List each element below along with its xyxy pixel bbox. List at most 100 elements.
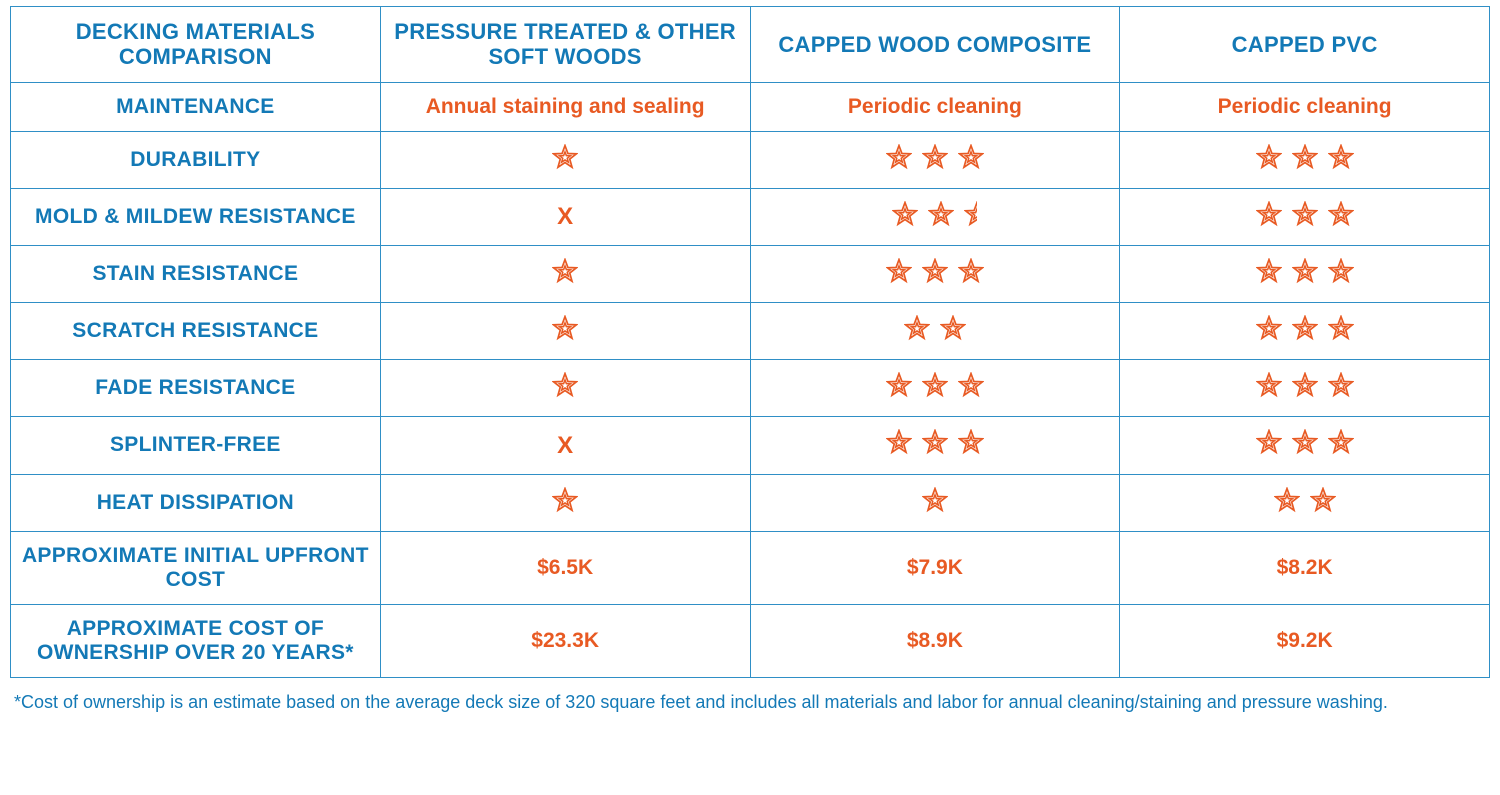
- cell-value: $8.2K: [1120, 531, 1490, 604]
- cell-value: [380, 246, 750, 303]
- table-row: MOLD & MILDEW RESISTANCE X: [11, 188, 1490, 245]
- row-label: DURABILITY: [11, 131, 381, 188]
- cell-value: [1120, 474, 1490, 531]
- star-icon: [1256, 258, 1282, 284]
- star-rating: [1256, 372, 1354, 398]
- footnote-text: *Cost of ownership is an estimate based …: [10, 678, 1490, 713]
- star-icon: [928, 201, 954, 227]
- star-rating: [1256, 429, 1354, 455]
- star-icon: [1292, 201, 1318, 227]
- star-icon: [552, 487, 578, 513]
- row-label: SPLINTER-FREE: [11, 417, 381, 474]
- cell-value: X: [380, 188, 750, 245]
- star-icon: [922, 144, 948, 170]
- x-icon: X: [557, 203, 573, 230]
- table-row: SCRATCH RESISTANCE: [11, 303, 1490, 360]
- star-icon: [552, 372, 578, 398]
- page-wrap: DECKING MATERIALS COMPARISON PRESSURE TR…: [0, 0, 1500, 723]
- star-icon: [958, 144, 984, 170]
- star-icon: [1328, 258, 1354, 284]
- star-icon: [886, 258, 912, 284]
- cell-value: [1120, 188, 1490, 245]
- row-label: APPROXIMATE INITIAL UPFRONT COST: [11, 531, 381, 604]
- table-header-row: DECKING MATERIALS COMPARISON PRESSURE TR…: [11, 7, 1490, 83]
- cell-value: $6.5K: [380, 531, 750, 604]
- cell-value: [1120, 131, 1490, 188]
- star-icon: [1292, 429, 1318, 455]
- star-icon: [1256, 315, 1282, 341]
- table-row: SPLINTER-FREE X: [11, 417, 1490, 474]
- star-rating: [1256, 258, 1354, 284]
- star-rating: [1274, 487, 1336, 513]
- table-row: MAINTENANCEAnnual staining and sealingPe…: [11, 82, 1490, 131]
- cell-value: [1120, 417, 1490, 474]
- star-rating: [552, 487, 578, 513]
- cell-value: [750, 417, 1120, 474]
- cell-value: [750, 246, 1120, 303]
- star-rating: [904, 315, 966, 341]
- cell-value: Periodic cleaning: [750, 82, 1120, 131]
- cell-value: [1120, 360, 1490, 417]
- star-icon: [892, 201, 918, 227]
- row-label: STAIN RESISTANCE: [11, 246, 381, 303]
- star-icon: [1256, 144, 1282, 170]
- star-rating: [886, 429, 984, 455]
- cell-value: $9.2K: [1120, 605, 1490, 678]
- half-star-icon: [964, 201, 977, 227]
- cell-value: $7.9K: [750, 531, 1120, 604]
- comparison-table: DECKING MATERIALS COMPARISON PRESSURE TR…: [10, 6, 1490, 678]
- star-icon: [940, 315, 966, 341]
- star-icon: [1256, 429, 1282, 455]
- star-icon: [958, 372, 984, 398]
- star-icon: [1310, 487, 1336, 513]
- cell-value: X: [380, 417, 750, 474]
- row-label: APPROXIMATE COST OF OWNERSHIP OVER 20 YE…: [11, 605, 381, 678]
- star-rating: [886, 372, 984, 398]
- row-label: FADE RESISTANCE: [11, 360, 381, 417]
- star-rating: [886, 258, 984, 284]
- star-icon: [1292, 315, 1318, 341]
- star-icon: [1328, 201, 1354, 227]
- star-icon: [1328, 372, 1354, 398]
- col-header-3: CAPPED PVC: [1120, 7, 1490, 83]
- star-icon: [1256, 201, 1282, 227]
- cell-value: [1120, 303, 1490, 360]
- cell-value: [750, 131, 1120, 188]
- star-icon: [958, 258, 984, 284]
- col-header-2: CAPPED WOOD COMPOSITE: [750, 7, 1120, 83]
- cell-value: [380, 131, 750, 188]
- row-label: MOLD & MILDEW RESISTANCE: [11, 188, 381, 245]
- cell-value: [380, 303, 750, 360]
- star-icon: [922, 372, 948, 398]
- cell-value: [380, 360, 750, 417]
- cell-value: [750, 303, 1120, 360]
- col-header-0: DECKING MATERIALS COMPARISON: [11, 7, 381, 83]
- star-icon: [1274, 487, 1300, 513]
- star-rating: [922, 487, 948, 513]
- star-rating: [1256, 315, 1354, 341]
- star-icon: [552, 315, 578, 341]
- cell-value: [750, 360, 1120, 417]
- cell-value: Annual staining and sealing: [380, 82, 750, 131]
- star-icon: [1292, 258, 1318, 284]
- star-icon: [1256, 372, 1282, 398]
- star-icon: [1328, 315, 1354, 341]
- star-icon: [1292, 144, 1318, 170]
- star-rating: [552, 315, 578, 341]
- x-icon: X: [557, 432, 573, 459]
- star-icon: [886, 429, 912, 455]
- cell-value: $23.3K: [380, 605, 750, 678]
- star-rating: [552, 144, 578, 170]
- cell-value: [750, 188, 1120, 245]
- star-icon: [922, 487, 948, 513]
- star-rating: [552, 372, 578, 398]
- star-icon: [552, 258, 578, 284]
- star-rating: [892, 201, 977, 227]
- table-row: HEAT DISSIPATION: [11, 474, 1490, 531]
- star-icon: [886, 144, 912, 170]
- table-row: APPROXIMATE COST OF OWNERSHIP OVER 20 YE…: [11, 605, 1490, 678]
- star-icon: [922, 258, 948, 284]
- row-label: HEAT DISSIPATION: [11, 474, 381, 531]
- cell-value: Periodic cleaning: [1120, 82, 1490, 131]
- table-row: APPROXIMATE INITIAL UPFRONT COST$6.5K$7.…: [11, 531, 1490, 604]
